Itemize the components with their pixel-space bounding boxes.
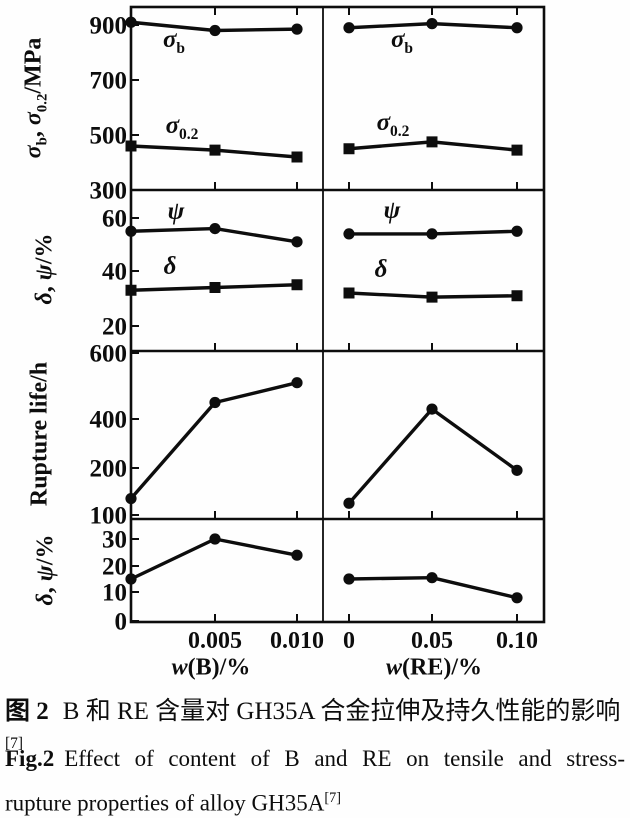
x-tick-label: 0.010	[270, 628, 324, 654]
data-line	[129, 537, 299, 581]
data-point-circle	[343, 573, 355, 585]
series-label-sigma-b-left: σb	[162, 26, 186, 57]
series-label-sigma-02-right: σ0.2	[376, 109, 410, 140]
series-label-sigma-02-left: σ0.2	[165, 112, 199, 143]
sigma-b-subscript: b	[34, 137, 51, 146]
y-tick-label: 0	[115, 609, 128, 636]
x-axis-title-rare-earth: w(RE)/%	[385, 654, 483, 681]
x-tick-label: 0.10	[496, 628, 538, 654]
sigma-02-subscript: 0.2	[34, 93, 51, 113]
separator: ,	[32, 581, 59, 594]
chart-canvas: 90070050030060402060040020010030201000.0…	[90, 5, 546, 654]
percent-unit: /%	[32, 534, 59, 566]
sigma-symbol: σ	[20, 112, 47, 126]
delta-symbol: δ	[31, 292, 58, 305]
data-point-circle	[426, 228, 438, 240]
data-point-square	[343, 287, 355, 299]
data-line	[347, 407, 519, 505]
data-point-circle	[125, 225, 137, 237]
data-point-circle	[511, 464, 523, 476]
data-point-circle	[209, 533, 221, 545]
caption-text-en-2: rupture properties of alloy GH35A	[5, 790, 325, 816]
x-tick-label: 0.005	[188, 628, 242, 654]
reference-superscript: [7]	[5, 735, 24, 752]
data-point-square	[343, 143, 355, 155]
y-axis-title-strength: σb, σ0.2/MPa	[21, 38, 52, 159]
data-point-circle	[209, 396, 221, 409]
y-tick-label: 40	[102, 259, 127, 286]
data-point-square	[291, 151, 303, 163]
x-axis-title-boron: w(B)/%	[171, 654, 251, 681]
plot-border	[129, 5, 546, 624]
data-point-square	[426, 291, 438, 303]
sigma-symbol: σ	[20, 145, 47, 159]
data-point-circle	[209, 24, 221, 37]
x-tick-label: 0.05	[411, 628, 453, 654]
data-point-square	[125, 140, 137, 152]
y-tick-label: 10	[102, 580, 127, 607]
caption-chinese: 图 2 B 和 RE 含量对 GH35A 合金拉伸及持久性能的影响 [7]	[5, 696, 625, 766]
y-axis-title-ductility-bottom: δ, ψ/%	[33, 535, 60, 606]
y-tick-label: 20	[102, 314, 127, 341]
caption-text-zh: B 和 RE 含量对 GH35A 合金拉伸及持久性能的影响	[62, 698, 621, 725]
caption-text-en-1: Effect of content of B and RE on tensile…	[64, 746, 625, 771]
y-tick-label: 500	[90, 123, 128, 150]
data-point-circle	[125, 573, 137, 585]
y-axis-title-ductility-top: δ, ψ/%	[32, 234, 59, 305]
y-tick-label: 60	[102, 206, 127, 233]
separator: ,	[31, 280, 58, 293]
percent-unit: /%	[31, 233, 58, 265]
series-label-sigma-b-right: σb	[390, 26, 414, 57]
y-tick-label: 900	[90, 13, 128, 40]
data-point-square	[511, 144, 523, 156]
data-point-circle	[343, 22, 355, 34]
data-point-circle	[291, 236, 303, 248]
figure-number-en: Fig.2	[5, 746, 55, 771]
data-point-square	[291, 279, 303, 291]
series-label-delta-right: δ	[374, 256, 388, 283]
y-tick-label: 700	[90, 68, 128, 95]
data-point-circle	[125, 16, 137, 28]
series-label-psi-right: ψ	[383, 197, 401, 224]
y-tick-label: 100	[90, 503, 128, 530]
caption-english-line1: Fig.2 Effect of content of B and RE on te…	[5, 744, 625, 774]
data-point-circle	[125, 492, 137, 505]
separator: ,	[20, 125, 47, 138]
data-point-circle	[291, 377, 303, 389]
figure-number-zh: 图 2	[5, 698, 49, 725]
data-point-circle	[209, 223, 221, 235]
data-point-square	[125, 284, 137, 296]
psi-symbol: ψ	[31, 264, 58, 281]
data-point-circle	[343, 228, 355, 240]
data-point-square	[209, 282, 221, 293]
y-tick-label: 600	[90, 341, 128, 368]
data-point-circle	[426, 572, 438, 584]
delta-symbol: δ	[32, 593, 59, 606]
data-point-circle	[511, 225, 523, 237]
y-tick-label: 20	[102, 554, 127, 581]
mpa-unit: /MPa	[20, 37, 47, 94]
x-tick-label: 0	[343, 628, 355, 654]
series-label-delta-left: δ	[163, 253, 177, 280]
data-point-circle	[343, 497, 355, 509]
data-point-circle	[426, 18, 438, 30]
y-tick-label: 30	[102, 527, 127, 554]
psi-symbol: ψ	[32, 565, 59, 582]
data-point-circle	[291, 549, 303, 561]
caption-english-line2: rupture properties of alloy GH35A[7]	[5, 783, 625, 818]
y-tick-label: 200	[90, 456, 128, 483]
data-point-square	[209, 144, 221, 156]
y-tick-label: 300	[90, 178, 128, 205]
data-point-square	[511, 290, 523, 302]
y-axis-title-rupture-life: Rupture life/h	[26, 361, 53, 507]
data-point-circle	[511, 592, 523, 604]
data-point-circle	[426, 403, 438, 415]
data-point-square	[426, 136, 438, 148]
reference-superscript: [7]	[324, 790, 341, 806]
series-label-psi-left: ψ	[167, 198, 185, 225]
data-point-circle	[291, 23, 303, 35]
y-tick-label: 400	[90, 407, 128, 434]
data-point-circle	[511, 22, 523, 34]
